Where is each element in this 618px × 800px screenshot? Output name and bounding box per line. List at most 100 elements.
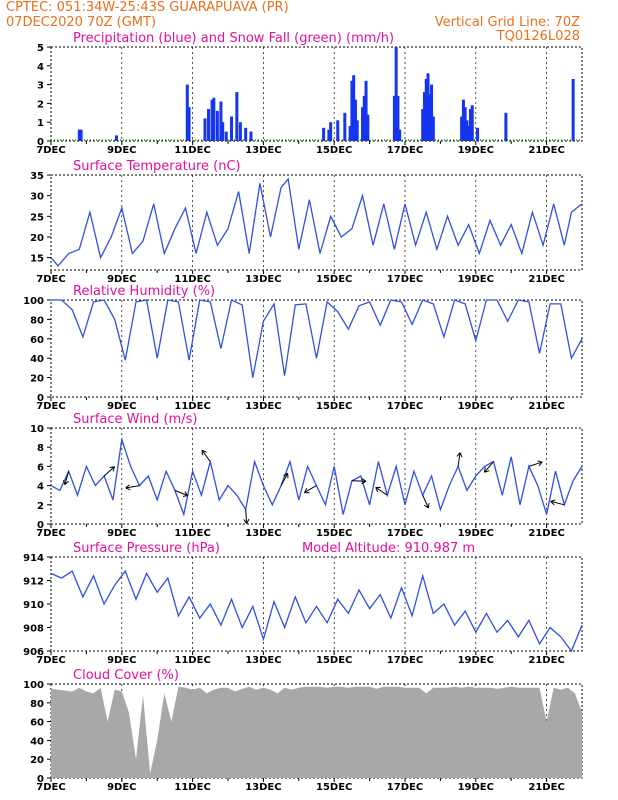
temp-frame [50,174,583,271]
pres-panel: 7DEC 9DEC 11DEC 13DEC 15DEC 17DEC 19DEC 21DEC 90… [23,541,583,666]
precip-bar [350,80,354,141]
pres-frame [50,556,583,652]
cloud-xtick-label: 7DEC [36,782,65,793]
precip-panel: 7DEC 9DEC 11DEC 13DEC 15DEC 17DEC 19DEC 21DEC 0 1… [36,31,583,156]
cloud-cover-area [51,686,582,778]
pres-series-line [50,569,583,653]
header-grid-line: Vertical Grid Line: 70Z [435,15,580,30]
wind-arrow-head [361,478,367,482]
cloud-panel: 7DEC 9DEC 11DEC 13DEC 15DEC 17DEC 19DEC 21DEC 0 2… [23,668,583,793]
precip-bar [235,92,239,141]
wind-arrow-head [303,487,308,493]
precip-bar [353,99,357,141]
pres-title: Surface Pressure (hPa) [73,541,220,556]
wind-arrow-head [182,495,188,497]
wind-arrow-shaft [484,461,494,473]
pres-ytick-label: 908 [23,624,44,635]
precip-bar [398,129,402,141]
precip-bar [460,116,464,141]
precip-bar [394,47,398,141]
precip-bar [421,109,425,141]
precip-bar [366,114,370,141]
pres-ytick-label: 912 [23,577,44,588]
precip-bar [352,75,356,141]
precip-ytick-label: 4 [37,62,44,73]
precip-bar [348,125,352,141]
wind-arrow-head [456,452,461,457]
cloud-ytick-label: 60 [30,718,44,729]
precip-bar [470,105,474,141]
precip-bar [426,73,430,141]
rh-xtick-label: 21DEC [528,401,564,412]
temp-xtick-label: 15DEC [316,274,352,285]
rh-xtick-label: 9DEC [107,401,136,412]
wind-arrow-head [537,460,543,463]
rh-xtick-label: 11DEC [174,401,210,412]
precip-bar [203,118,207,141]
cloud-xtick-label: 13DEC [245,782,281,793]
cloud-ytick-label: 100 [23,680,44,691]
temp-ytick-label: 20 [30,233,44,244]
pres-ytick-label: 906 [23,647,44,658]
cloud-xtick-label: 9DEC [107,782,136,793]
pres-ytick-label: 910 [23,600,44,611]
precip-bar [364,80,368,141]
wind-arrow-head [484,467,486,473]
precip-bar [327,129,331,141]
precip-bar [343,112,347,141]
cloud-xtick-label: 17DEC [387,782,423,793]
rh-title: Relative Humidity (%) [73,284,215,299]
wind-ytick-label: 10 [30,424,44,435]
temp-xtick-label: 13DEC [245,274,281,285]
precip-xtick-label: 15DEC [316,145,352,156]
rh-ytick-label: 40 [30,354,44,365]
precip-bar [428,94,432,141]
precip-xtick-label: 21DEC [528,145,564,156]
wind-arrow-head [125,484,130,489]
precip-bar [468,109,472,141]
precip-bar [396,95,400,141]
precip-bar [322,127,326,141]
precip-bar [219,101,223,141]
wind-arrow-shaft [375,486,388,496]
precip-bar [463,107,467,141]
wind-arrow-head [538,461,543,467]
wind-ytick-label: 0 [37,520,44,531]
precip-bar [221,122,225,141]
wind-xtick-label: 11DEC [174,528,210,539]
precip-xtick-label: 7DEC [36,145,65,156]
rh-panel: 7DEC 9DEC 11DEC 13DEC 15DEC 17DEC 19DEC 21DEC 0 2… [23,284,583,412]
rh-xtick-label: 19DEC [458,401,494,412]
rh-frame [50,299,583,398]
cloud-ytick-label: 20 [30,755,44,766]
wind-arrow-shaft [304,485,317,494]
precip-bar [77,129,81,141]
rh-xtick-label: 7DEC [36,401,65,412]
precip-xtick-label: 9DEC [107,145,136,156]
precip-bar [355,120,359,141]
precip-xtick-label: 11DEC [174,145,210,156]
precip-bar [571,78,575,141]
wind-arrow-shaft [422,494,429,509]
precip-bar [185,84,189,141]
precip-bar [467,125,471,141]
precip-bar [362,95,366,141]
precip-bar [230,116,234,141]
precip-bar [504,112,508,141]
pres-xtick-label: 15DEC [316,655,352,666]
cloud-ytick-label: 0 [37,774,44,785]
wind-arrow-head [112,466,115,472]
wind-arrow-head [283,472,288,477]
wind-arrow-head [109,466,115,469]
cloud-xtick-label: 21DEC [528,782,564,793]
wind-xtick-label: 19DEC [458,528,494,539]
wind-ytick-label: 4 [37,482,44,493]
temp-title: Surface Temperature (nC) [73,159,241,174]
precip-bar [187,107,191,141]
precip-bar [476,127,480,141]
pres-xtick-label: 11DEC [174,655,210,666]
wind-arrow-head [550,501,555,506]
temp-xtick-label: 19DEC [458,274,494,285]
wind-arrow-head [201,449,207,453]
wind-arrow-head [63,479,66,485]
